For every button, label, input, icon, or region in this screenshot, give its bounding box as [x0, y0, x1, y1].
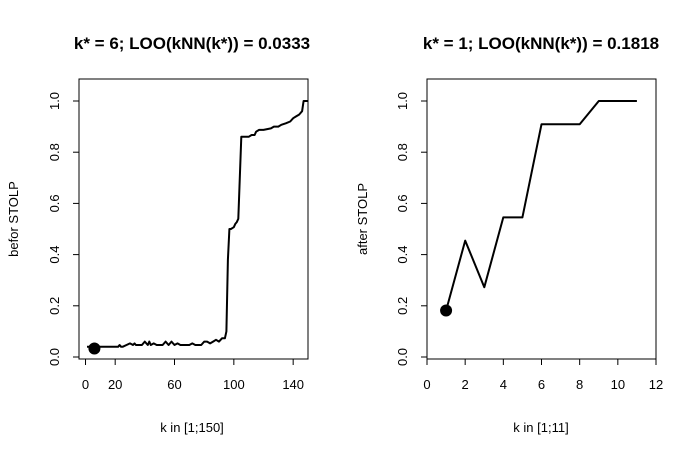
left-panel: k* = 6; LOO(kNN(k*)) = 0.0333 k in [1;15…: [6, 34, 310, 435]
right-x-tick-label: 10: [611, 377, 625, 392]
right-x-tick-label: 6: [538, 377, 545, 392]
left-y-tick-label: 0.8: [47, 143, 62, 161]
left-y-tick-label: 0.2: [47, 297, 62, 315]
left-x-tick-label: 140: [282, 377, 304, 392]
right-y-tick-label: 0.8: [395, 143, 410, 161]
right-chart-title: k* = 1; LOO(kNN(k*)) = 0.1818: [423, 34, 659, 53]
right-series-line: [445, 100, 637, 311]
left-y-tick-label: 0.4: [47, 246, 62, 264]
left-y-ticks: 0.0 0.2 0.4 0.6 0.8 1.0: [47, 92, 79, 366]
left-x-tick-label: 100: [223, 377, 245, 392]
right-y-tick-label: 0.6: [395, 194, 410, 212]
left-x-ticks: 0 20 60 100 140: [82, 359, 304, 392]
right-x-tick-label: 0: [423, 377, 430, 392]
left-y-tick-label: 0.6: [47, 194, 62, 212]
right-y-axis-label: after STOLP: [355, 183, 370, 255]
right-y-tick-label: 1.0: [395, 92, 410, 110]
left-x-tick-label: 60: [167, 377, 181, 392]
left-x-tick-label: 0: [82, 377, 89, 392]
right-plot-frame: [426, 78, 657, 360]
right-x-axis-label: k in [1;11]: [513, 420, 568, 435]
right-y-tick-label: 0.4: [395, 246, 410, 264]
left-optimal-k-marker: [88, 342, 101, 355]
left-plot-frame: [78, 78, 309, 360]
left-series-line: [87, 100, 308, 348]
left-x-tick-label: 20: [108, 377, 122, 392]
left-y-tick-label: 0.0: [47, 348, 62, 366]
right-y-tick-label: 0.0: [395, 348, 410, 366]
right-optimal-k-marker: [440, 304, 453, 317]
left-y-axis-label: befor STOLP: [6, 181, 21, 257]
right-x-ticks: 0 2 4 6 8 10 12: [423, 359, 663, 392]
right-y-ticks: 0.0 0.2 0.4 0.6 0.8 1.0: [395, 92, 427, 366]
right-panel: k* = 1; LOO(kNN(k*)) = 0.1818 k in [1;11…: [355, 34, 663, 435]
left-chart-title: k* = 6; LOO(kNN(k*)) = 0.0333: [74, 34, 310, 53]
left-x-axis-label: k in [1;150]: [160, 420, 224, 435]
right-y-tick-label: 0.2: [395, 297, 410, 315]
left-y-tick-label: 1.0: [47, 92, 62, 110]
right-x-tick-label: 4: [500, 377, 507, 392]
right-x-tick-label: 12: [649, 377, 663, 392]
right-x-tick-label: 8: [576, 377, 583, 392]
right-x-tick-label: 2: [462, 377, 469, 392]
